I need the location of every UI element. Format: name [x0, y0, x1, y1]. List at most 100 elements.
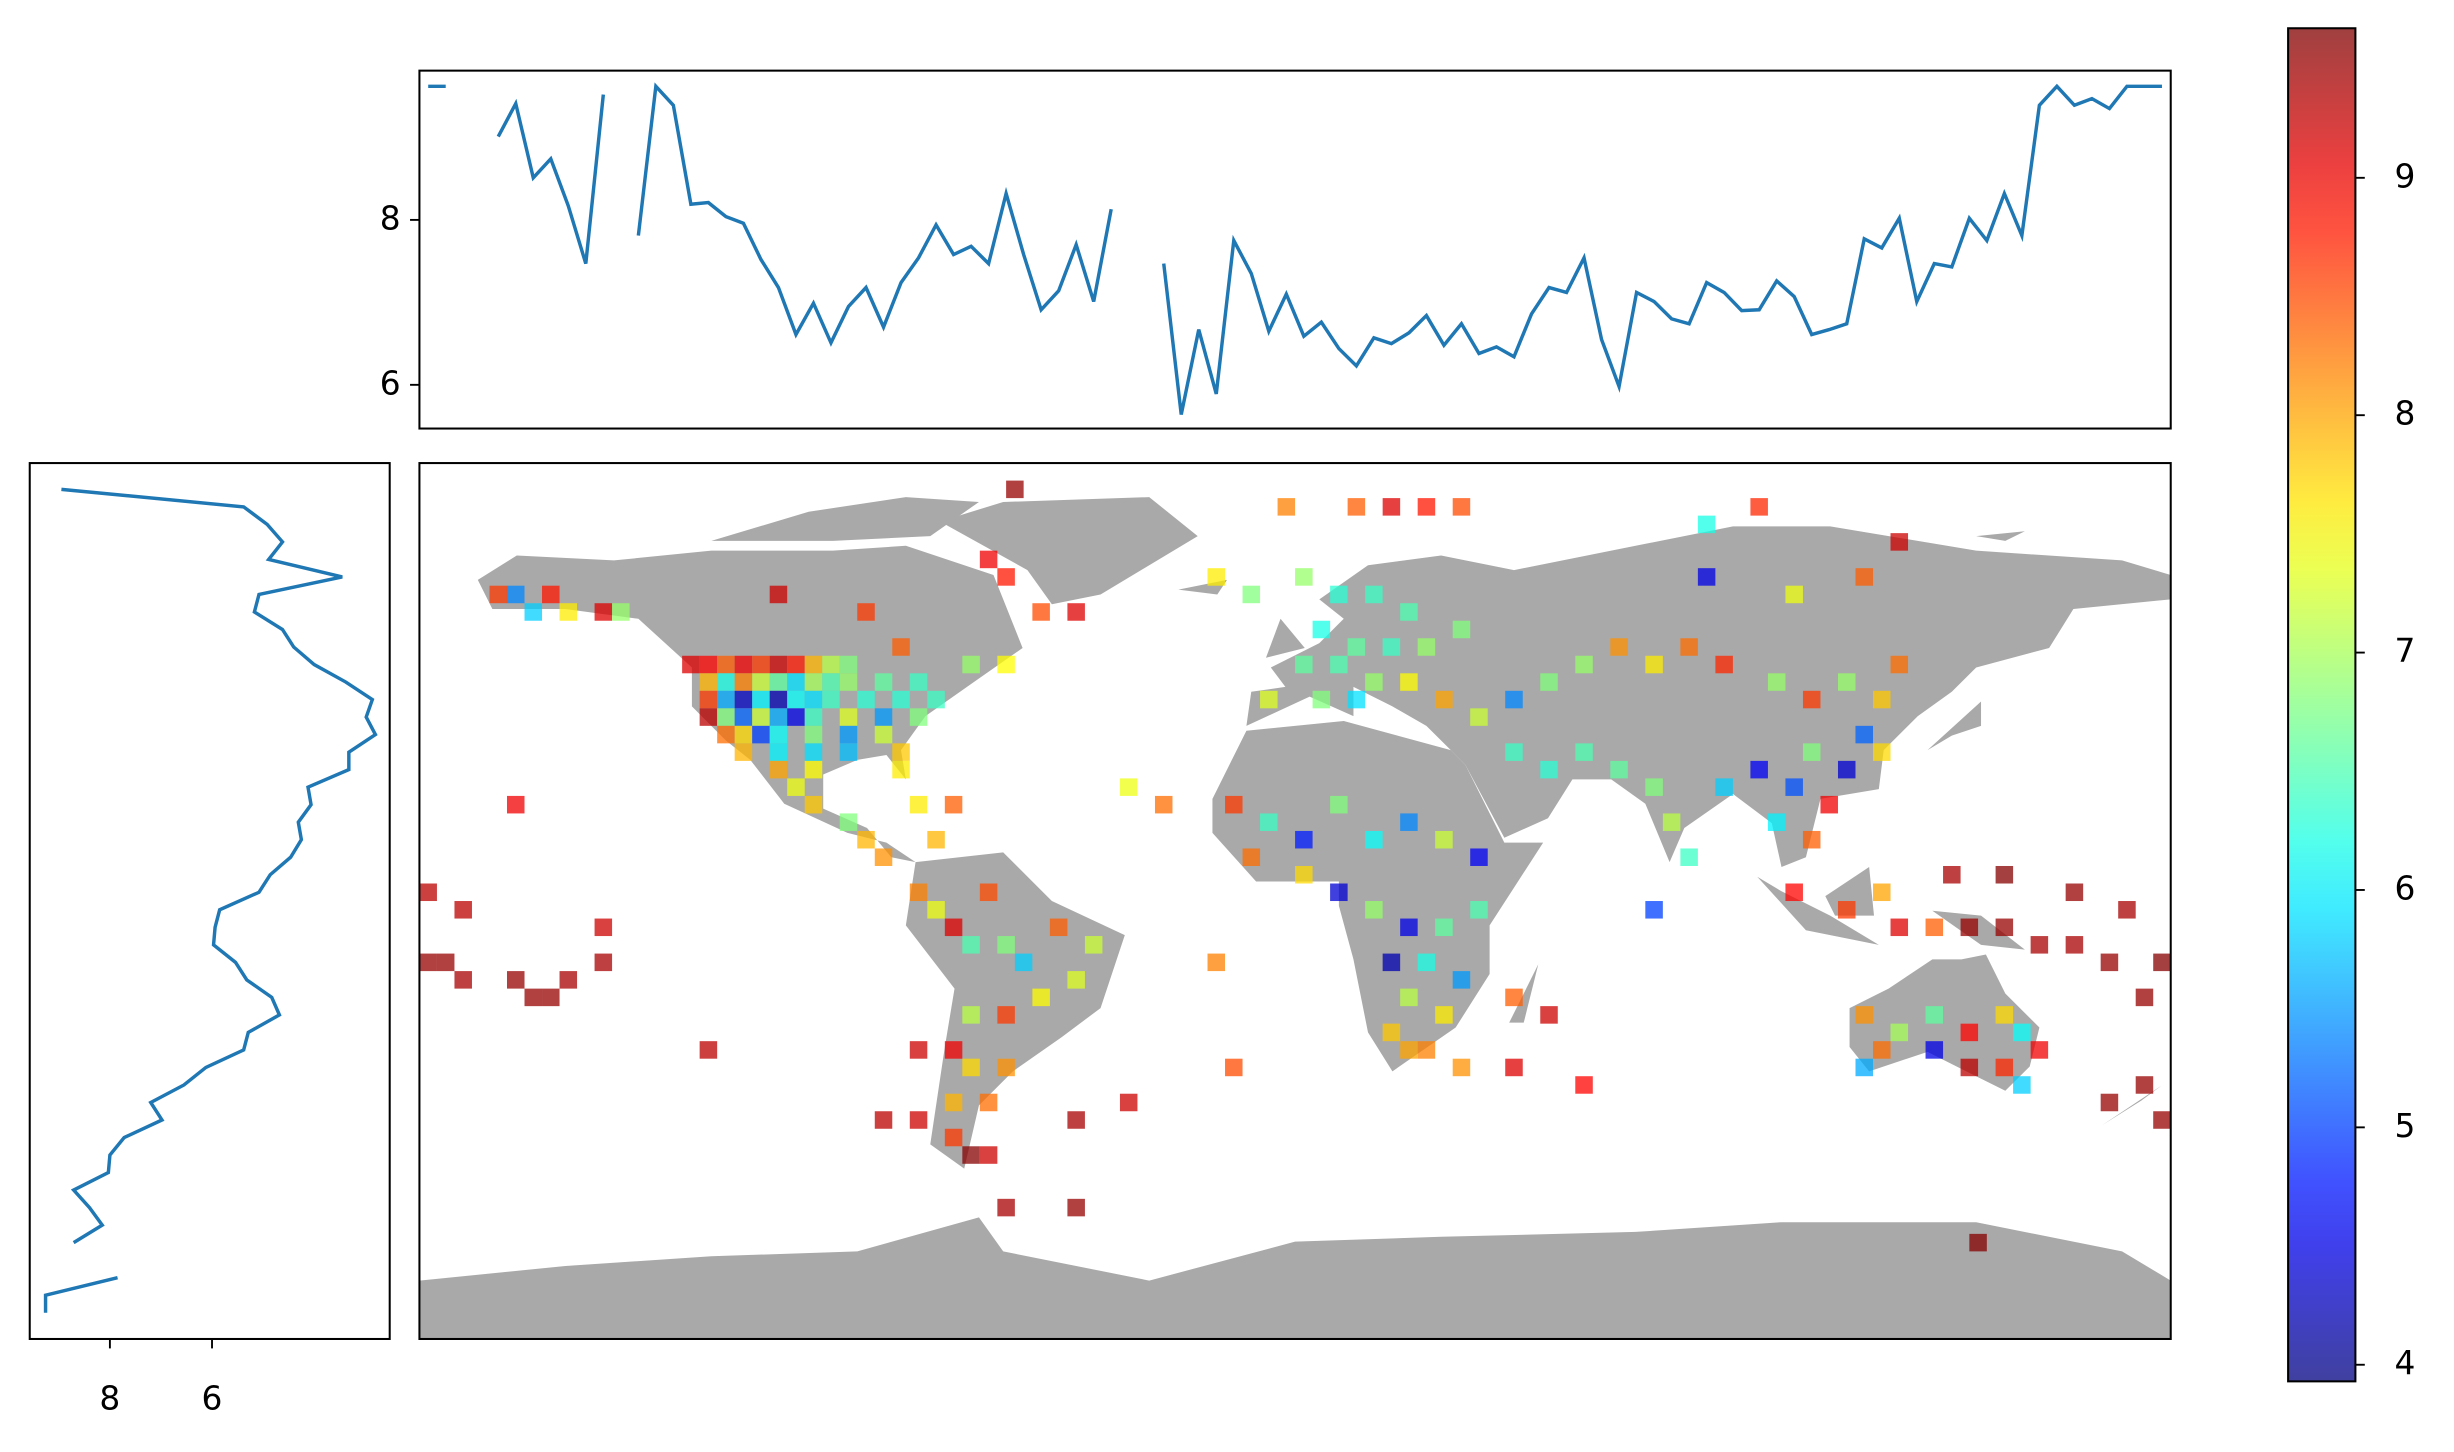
- grid-cell: [1242, 848, 1261, 866]
- grid-cell: [419, 953, 437, 972]
- land-shape: [1825, 866, 1874, 916]
- grid-cell: [1750, 498, 1768, 516]
- grid-cell: [1067, 603, 1085, 621]
- grid-cell: [1006, 480, 1024, 499]
- grid-cell: [1873, 1041, 1891, 1059]
- grid-cell: [787, 673, 805, 691]
- grid-cell: [892, 690, 910, 709]
- grid-cell: [1645, 901, 1663, 919]
- grid-cell: [1295, 865, 1313, 884]
- grid-cell: [1767, 813, 1786, 831]
- grid-cell: [682, 655, 700, 674]
- grid-cell: [1505, 1058, 1523, 1077]
- grid-cell: [1452, 1058, 1471, 1077]
- grid-cell: [734, 690, 753, 709]
- grid-cell: [927, 690, 945, 709]
- grid-cell: [2153, 1111, 2171, 1129]
- grid-cell: [2135, 1076, 2154, 1094]
- grid-cell: [909, 673, 928, 691]
- grid-cell: [857, 830, 875, 849]
- grid-cell: [506, 971, 525, 989]
- grid-cell: [734, 673, 753, 691]
- grid-cell: [874, 1111, 893, 1129]
- grid-cell: [1067, 1198, 1085, 1217]
- grid-cell: [752, 655, 770, 674]
- grid-cell: [1855, 1058, 1874, 1077]
- grid-cell: [1312, 620, 1331, 639]
- grid-cell: [804, 673, 823, 691]
- land-layer: [419, 497, 2171, 1339]
- grid-cell: [839, 673, 858, 691]
- grid-cell: [1347, 498, 1366, 516]
- grid-cell: [1382, 638, 1401, 656]
- grid-cell: [962, 655, 980, 674]
- grid-cell: [804, 725, 823, 744]
- grid-cell: [1943, 865, 1961, 884]
- grid-cell: [1873, 743, 1891, 761]
- grid-cell: [524, 988, 543, 1007]
- land-shape: [1932, 910, 2025, 950]
- grid-cell: [1295, 568, 1313, 586]
- grid-cell: [1540, 1006, 1558, 1024]
- grid-cell: [1873, 883, 1891, 902]
- grid-cell: [822, 690, 840, 709]
- grid-cell: [1382, 1023, 1401, 1042]
- grid-cell: [1645, 655, 1663, 674]
- axes-frame: [418, 69, 2172, 430]
- grid-cell: [489, 585, 507, 604]
- grid-cell: [2153, 953, 2171, 972]
- grid-cell: [699, 673, 718, 691]
- colorbar-tick-label: 6: [2395, 868, 2416, 907]
- grid-cell: [1540, 760, 1558, 779]
- grid-cell: [1925, 1006, 1944, 1024]
- grid-cell: [944, 1093, 963, 1112]
- grid-cell: [787, 655, 805, 674]
- grid-cell: [1470, 848, 1488, 866]
- axes-frame: [418, 462, 2172, 1340]
- grid-cell: [717, 690, 735, 709]
- grid-cell: [804, 760, 823, 779]
- grid-cell: [979, 1146, 998, 1164]
- grid-cell: [822, 655, 840, 674]
- grid-cell: [1417, 953, 1436, 972]
- grid-cell: [1575, 655, 1593, 674]
- grid-cell: [1995, 1006, 2014, 1024]
- grid-cell: [769, 760, 788, 779]
- grid-cell: [962, 1146, 980, 1164]
- grid-cell: [874, 848, 893, 866]
- grid-cell: [1697, 515, 1716, 534]
- grid-cell: [2013, 1076, 2031, 1094]
- colorbar-tick-label: 8: [2395, 394, 2416, 433]
- grid-cell: [1873, 690, 1891, 709]
- grid-cell: [804, 708, 823, 726]
- grid-cell: [857, 603, 875, 621]
- grid-cell: [594, 603, 613, 621]
- grid-cell: [769, 690, 788, 709]
- grid-cell: [1225, 1058, 1243, 1077]
- grid-cell: [1330, 795, 1348, 814]
- grid-cell: [997, 1058, 1015, 1077]
- grid-cell: [717, 673, 735, 691]
- grid-cell: [1400, 813, 1418, 831]
- grid-cell: [559, 603, 578, 621]
- land-shape: [939, 497, 1198, 605]
- grid-cell: [1277, 498, 1296, 516]
- grid-cell: [1610, 760, 1628, 779]
- colorbar-frame: [2287, 27, 2357, 1383]
- grid-cell: [909, 1111, 928, 1129]
- grid-cell: [1750, 760, 1768, 779]
- grid-cell: [892, 760, 910, 779]
- grid-cell: [1382, 498, 1401, 516]
- grid-cell: [1400, 918, 1418, 937]
- grid-cell: [1575, 743, 1593, 761]
- grid-cell: [1400, 673, 1418, 691]
- grid-cell: [1452, 498, 1471, 516]
- grid-cell: [2135, 988, 2154, 1007]
- grid-cell: [1960, 1023, 1979, 1042]
- grid-cell: [1260, 813, 1278, 831]
- grid-cell: [594, 953, 613, 972]
- grid-cell: [1890, 655, 1909, 674]
- grid-cell: [1662, 813, 1681, 831]
- land-shape: [1265, 618, 1305, 658]
